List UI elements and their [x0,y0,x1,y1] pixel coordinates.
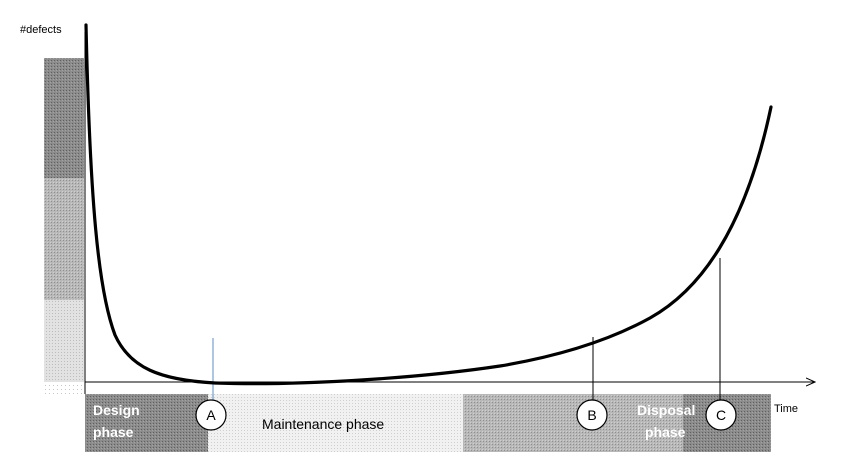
design-phase-label-line2: phase [93,424,134,440]
disposal-phase-label-line1: Disposal [637,402,695,418]
maintenance-phase-band [208,394,463,452]
marker-a: A [195,399,227,431]
severity-band-low [44,300,84,382]
y-axis-label: #defects [20,24,62,36]
maintenance-phase-label: Maintenance phase [262,416,384,432]
marker-c-label: C [716,407,726,423]
x-axis-label: Time [774,403,798,415]
marker-b: B [576,399,608,431]
marker-c-circle [705,399,737,431]
severity-band-high [44,58,84,178]
defect-curve [84,23,773,386]
severity-band [44,58,84,394]
design-phase-band [85,394,208,452]
disposal-phase-label-line2: phase [645,424,686,440]
marker-c: C [705,399,737,431]
marker-b-circle [576,399,608,431]
marker-a-circle [195,399,227,431]
marker-b-label: B [587,407,596,423]
axes [84,32,815,394]
disposal-phase-band-left [595,394,683,452]
marker-a-label: A [206,407,216,423]
severity-band-medium [44,178,84,300]
transition-band [463,394,595,452]
severity-band-minimal [44,382,84,394]
design-phase-label-line1: Design [93,402,140,418]
